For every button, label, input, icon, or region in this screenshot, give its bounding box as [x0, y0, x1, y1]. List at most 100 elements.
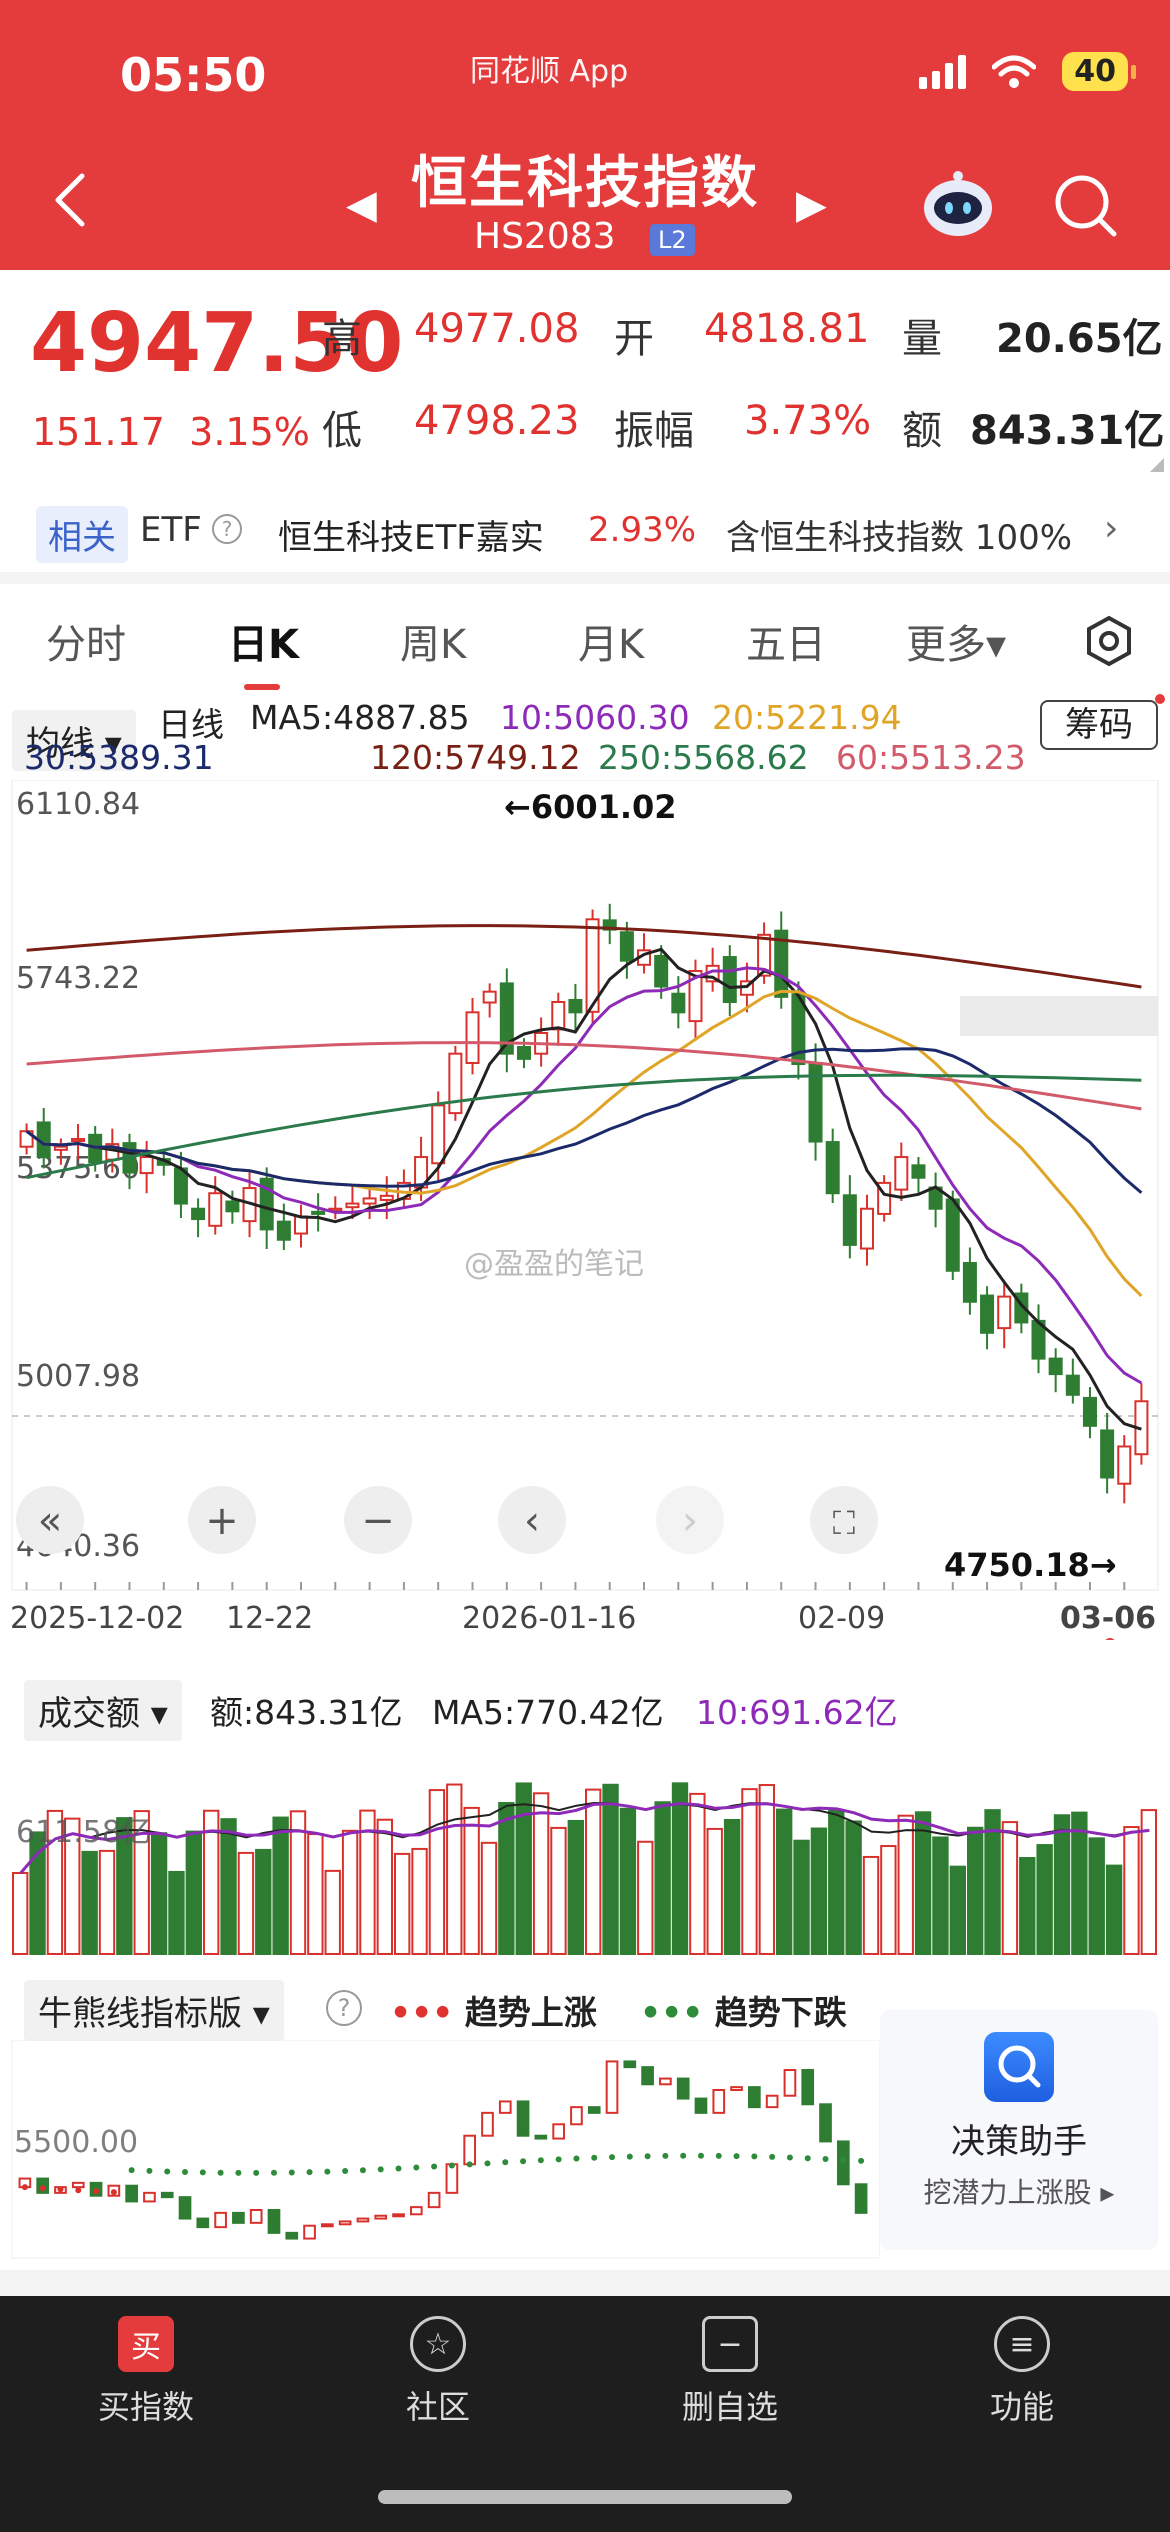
candle [688, 959, 703, 1041]
turnover-value: 843.31亿 [970, 408, 1165, 454]
tab-weekly-k[interactable]: 周K [400, 622, 467, 668]
volume-bar [64, 1817, 81, 1955]
ma-type-dropdown[interactable]: 均线 ▾ [12, 710, 136, 771]
ma60-value: 60:5513.23 [836, 738, 1026, 777]
volume-bar [914, 1811, 932, 1956]
ma5-line [25, 947, 1142, 1431]
trend-dot [182, 2169, 189, 2176]
period-label: 日线 [158, 705, 224, 744]
robot-assistant-icon[interactable] [920, 170, 996, 240]
index-code: HS2083 [474, 216, 616, 257]
indicator-candle [409, 2206, 423, 2216]
indicator-candle [516, 2100, 530, 2137]
candle [19, 1123, 34, 1155]
volume-dropdown[interactable]: 成交额 ▾ [24, 1680, 182, 1741]
volume-bar [862, 1855, 880, 1955]
volume-bar [376, 1818, 393, 1955]
help-icon[interactable]: ? [212, 514, 242, 544]
tab-five-day[interactable]: 五日 [746, 622, 826, 668]
candle [1065, 1358, 1080, 1404]
nav-top-divider [0, 2270, 1170, 2296]
candle [997, 1280, 1012, 1349]
volume-bar [532, 1792, 550, 1955]
zoom-in-button[interactable]: + [188, 1486, 256, 1554]
nav-community[interactable]: ☆ 社区 [338, 2316, 538, 2428]
indicator-candle [143, 2191, 156, 2203]
search-icon[interactable] [1050, 170, 1120, 240]
settings-gear-icon[interactable] [1082, 614, 1136, 668]
chip-distribution-button[interactable]: 筹码 [1040, 700, 1158, 750]
tab-intraday[interactable]: 分时 [46, 622, 126, 668]
back-arrow-icon[interactable] [48, 170, 92, 230]
decision-assistant-card[interactable]: 决策助手 挖潜力上涨股 ▸ [880, 2010, 1158, 2250]
nav-community-label: 社区 [405, 2388, 470, 2426]
ma5-value: MA5:4887.85 [250, 698, 470, 737]
rewind-button[interactable]: « [16, 1486, 84, 1554]
tab-daily-k[interactable]: 日K [228, 622, 299, 668]
scroll-right-button[interactable]: › [656, 1486, 724, 1554]
candle [602, 903, 617, 945]
functions-menu-icon: ≡ [994, 2316, 1050, 2372]
candle [980, 1286, 995, 1350]
kline-chart[interactable]: 6110.84 5743.22 5375.60 5007.98 4640.36 … [0, 780, 1170, 1640]
prev-index-arrow-icon[interactable]: ◀ [346, 182, 377, 228]
svg-text:+: + [205, 1498, 239, 1544]
indicator-candle [623, 2060, 637, 2069]
volume-bar [984, 1809, 1001, 1955]
related-etf-row[interactable]: 相关 ETF ? 恒生科技ETF嘉实 2.93% 含恒生科技指数 100% › [0, 498, 1170, 568]
nav-functions[interactable]: ≡ 功能 [922, 2316, 1122, 2428]
remove-watchlist-icon: − [702, 2316, 758, 2372]
volume-bar [949, 1865, 966, 1955]
nav-buy-index[interactable]: 买 买指数 [46, 2316, 246, 2428]
community-star-icon: ☆ [410, 2316, 466, 2372]
volume-bar [1001, 1821, 1019, 1956]
tab-monthly-k[interactable]: 月K [578, 622, 645, 668]
indicator-dropdown[interactable]: 牛熊线指标版 ▾ [24, 1980, 284, 2041]
trend-dot [609, 2154, 616, 2161]
volume-bar [1123, 1826, 1140, 1955]
trend-dot [751, 2153, 758, 2160]
trend-dot [822, 2156, 829, 2163]
candle [482, 983, 497, 1018]
ma250-value: 250:5568.62 [598, 738, 809, 777]
chevron-right-icon[interactable]: › [1104, 508, 1119, 549]
assistant-title: 决策助手 [951, 2122, 1087, 2162]
volume-bar [550, 1826, 567, 1955]
trend-dot [769, 2153, 776, 2160]
trend-dot [342, 2167, 349, 2174]
volume-bar [515, 1782, 532, 1955]
next-index-arrow-icon[interactable]: ▶ [796, 182, 827, 228]
indicator-help-icon[interactable]: ? [326, 1990, 362, 2026]
candle [859, 1194, 875, 1266]
expand-corner-icon[interactable] [1150, 458, 1164, 472]
volume-bar [1105, 1864, 1123, 1956]
volume-bar [307, 1833, 324, 1955]
trend-dot [431, 2163, 438, 2170]
fullscreen-button[interactable]: ⛶ [810, 1486, 878, 1554]
candle [1031, 1304, 1046, 1374]
volume-bar [1036, 1844, 1053, 1955]
indicator-candles [18, 2060, 868, 2240]
volume-y-tick: 611.58亿 [16, 1815, 151, 1850]
ma10-value: 10:5060.30 [500, 698, 690, 737]
volume-ma10: 10:691.62亿 [696, 1693, 898, 1732]
y-tick-1: 6110.84 [16, 787, 140, 822]
ma10-line [25, 966, 1143, 1385]
candle [1048, 1348, 1063, 1393]
trend-down-legend: ••• 趋势下跌 [640, 1986, 847, 2034]
trend-dot [57, 2186, 64, 2193]
trend-dot [502, 2159, 509, 2166]
indicator-candle [214, 2211, 227, 2229]
nav-remove-watchlist[interactable]: − 删自选 [630, 2316, 830, 2428]
trend-dot [395, 2165, 402, 2172]
nav-buy-label: 买指数 [97, 2388, 194, 2426]
tab-more[interactable]: 更多▾ [906, 622, 1007, 668]
trend-up-legend: ••• 趋势上涨 [390, 1986, 597, 2034]
zoom-out-button[interactable]: − [344, 1486, 412, 1554]
indicator-y-tick: 5500.00 [14, 2125, 138, 2160]
scroll-left-button[interactable]: ‹ [498, 1486, 566, 1554]
trend-dot [697, 2152, 704, 2159]
trend-dot [128, 2167, 135, 2174]
volume-bar [758, 1784, 775, 1956]
volume-bars [12, 1782, 1157, 1956]
